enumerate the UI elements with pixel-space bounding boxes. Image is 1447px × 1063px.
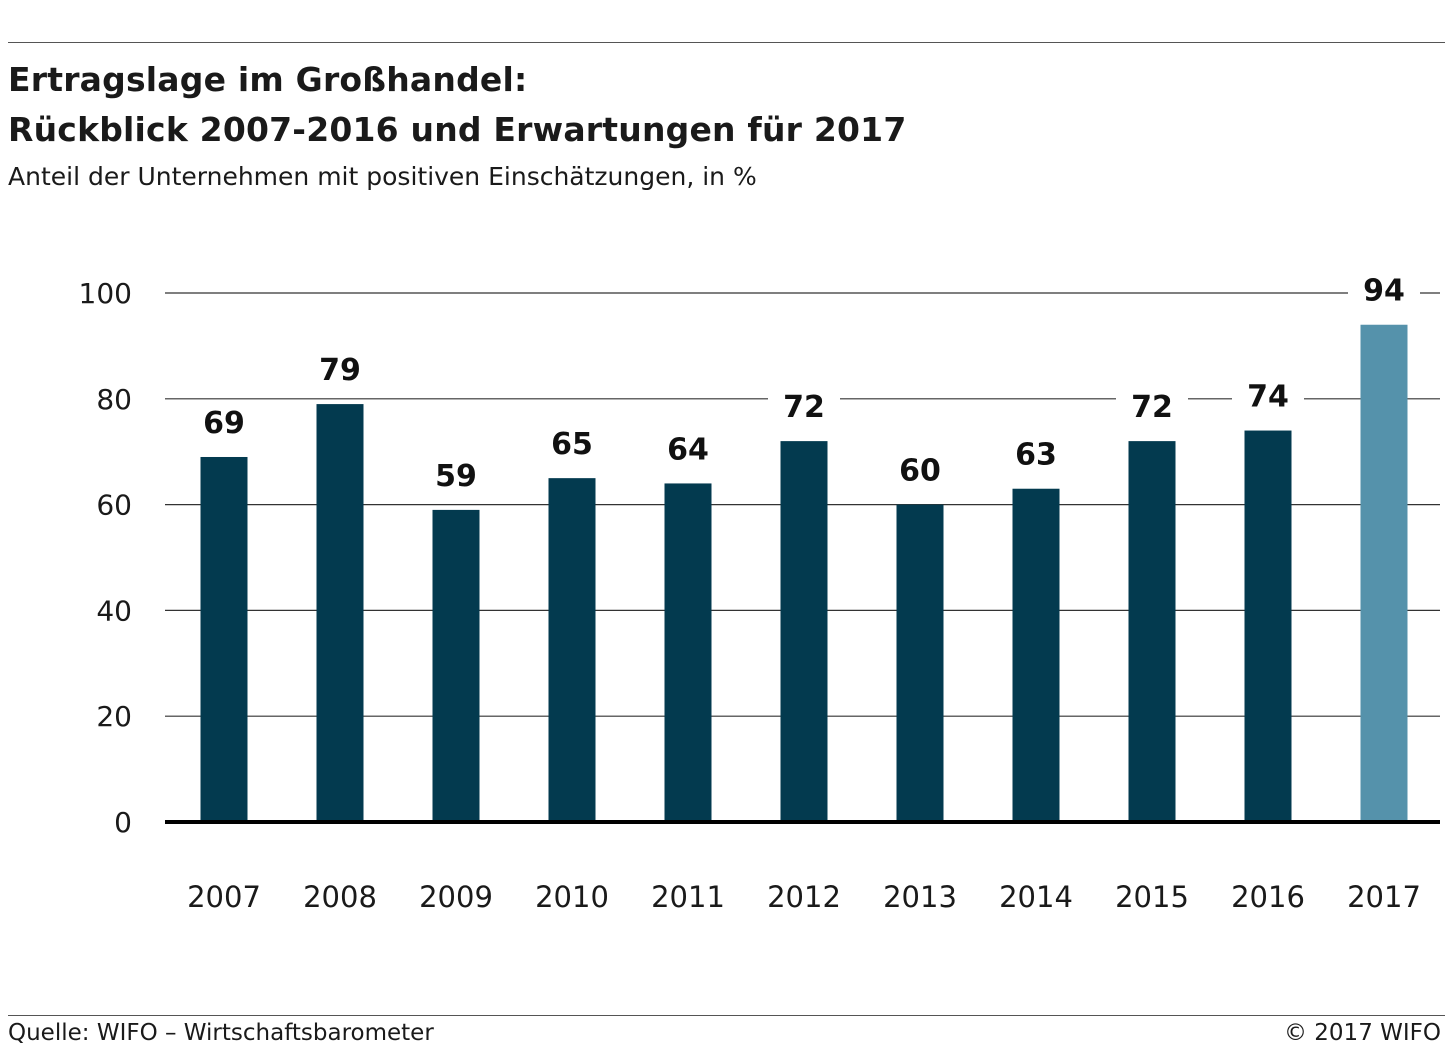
data-label: 63	[1015, 438, 1057, 473]
data-label: 79	[319, 353, 361, 388]
data-label-background	[188, 404, 260, 439]
bar	[1128, 441, 1176, 822]
x-tick-label: 2017	[1347, 880, 1421, 914]
chart-title-line2: Rückblick 2007-2016 und Erwartungen für …	[8, 110, 907, 149]
bar	[316, 404, 364, 822]
data-label: 59	[435, 459, 477, 494]
copyright-note: © 2017 WIFO	[1283, 1020, 1441, 1046]
y-tick-label: 20	[96, 700, 132, 733]
x-tick-label: 2015	[1115, 880, 1189, 914]
data-label-background	[1232, 378, 1304, 413]
bar	[548, 478, 596, 822]
data-label-background	[536, 426, 608, 461]
bar-chart: 0 20 40 60 80 100 69 79 59 65 64 72 60 63 72 74 94 2007 20…	[79, 272, 1440, 914]
data-label-background	[304, 352, 376, 387]
bottom-rule	[8, 1015, 1445, 1016]
x-tick-label: 2016	[1231, 880, 1305, 914]
bar	[780, 441, 828, 822]
data-label-background	[652, 431, 724, 466]
data-label-background	[1348, 272, 1420, 307]
data-label: 69	[203, 406, 245, 441]
chart-title: Ertragslage im Großhandel:	[8, 60, 528, 99]
data-label: 72	[1131, 390, 1173, 425]
x-tick-label: 2013	[883, 880, 957, 914]
data-label-background	[768, 389, 840, 424]
data-label-background	[420, 457, 492, 492]
data-label: 65	[551, 427, 593, 462]
data-label-background	[1116, 389, 1188, 424]
y-tick-label: 60	[96, 489, 132, 522]
bar	[432, 509, 480, 822]
data-label-background	[1000, 436, 1072, 471]
data-label: 60	[899, 454, 941, 489]
data-label: 94	[1363, 274, 1405, 309]
data-label: 74	[1247, 380, 1289, 415]
y-tick-label: 40	[96, 594, 132, 627]
x-tick-label: 2008	[303, 880, 377, 914]
data-label: 64	[667, 432, 709, 467]
x-tick-label: 2007	[187, 880, 261, 914]
top-rule	[8, 42, 1445, 43]
source-note: Quelle: WIFO – Wirtschaftsbarometer	[8, 1020, 434, 1046]
x-tick-label: 2014	[999, 880, 1073, 914]
bar	[896, 504, 944, 822]
bar	[200, 456, 248, 822]
bar	[664, 483, 712, 822]
y-tick-label: 0	[114, 806, 132, 839]
x-tick-label: 2010	[535, 880, 609, 914]
data-label: 72	[783, 390, 825, 425]
bar	[1012, 488, 1060, 822]
data-label-background	[884, 452, 956, 487]
bar	[1244, 430, 1292, 822]
x-tick-label: 2011	[651, 880, 725, 914]
chart-subtitle: Anteil der Unternehmen mit positiven Ein…	[8, 162, 757, 191]
x-tick-label: 2009	[419, 880, 493, 914]
y-tick-label: 100	[79, 277, 132, 310]
x-tick-label: 2012	[767, 880, 841, 914]
y-tick-label: 80	[96, 383, 132, 416]
bar	[1360, 324, 1408, 822]
